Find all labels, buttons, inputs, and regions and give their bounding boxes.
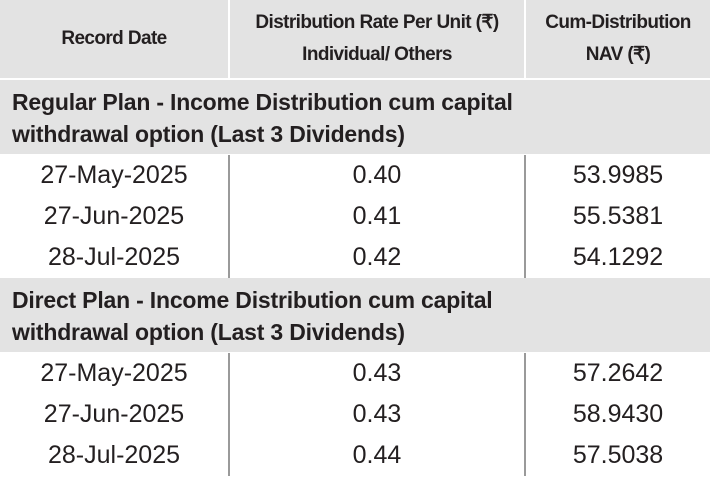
table-cell: 0.44 <box>352 441 402 469</box>
table-cell: 27-Jun-2025 <box>43 202 185 230</box>
table-cell: 27-Jun-2025 <box>43 400 185 428</box>
table-cell: 54.1292 <box>572 243 664 271</box>
table-cell: 0.42 <box>352 243 402 271</box>
column-divider <box>524 353 526 476</box>
table-cell: 57.2642 <box>572 359 664 387</box>
table-cell: 27-May-2025 <box>40 161 188 189</box>
section-title-line: Regular Plan - Income Distribution cum c… <box>12 89 513 115</box>
header-text: Record Date <box>61 28 167 49</box>
header-text: Individual/ Others <box>302 44 452 65</box>
table-cell: 0.43 <box>352 359 402 387</box>
column-divider <box>228 155 230 278</box>
table-cell: 53.9985 <box>572 161 664 189</box>
section-title-line: withdrawal option (Last 3 Dividends) <box>12 319 405 345</box>
table-cell: 0.40 <box>352 161 402 189</box>
column-divider <box>524 155 526 278</box>
header-text: Distribution Rate Per Unit (₹) <box>255 12 499 33</box>
table-cell: 57.5038 <box>572 441 664 469</box>
header-text: Cum-Distribution <box>545 12 691 33</box>
header-cell: Record Date <box>0 0 228 78</box>
header-text: NAV (₹) <box>585 44 651 65</box>
table-cell: 28-Jul-2025 <box>47 441 181 469</box>
table-cell: 0.43 <box>352 400 402 428</box>
header-cell: Distribution Rate Per Unit (₹) Individual… <box>230 0 524 78</box>
section-title: Direct Plan - Income Distribution cum ca… <box>0 278 710 352</box>
table-cell: 58.9430 <box>572 400 664 428</box>
section-title-line: Direct Plan - Income Distribution cum ca… <box>12 287 493 313</box>
column-divider <box>524 0 526 78</box>
table-cell: 27-May-2025 <box>40 359 188 387</box>
header-cell: Cum-Distribution NAV (₹) <box>526 0 710 78</box>
table-cell: 0.41 <box>352 202 402 230</box>
column-divider <box>228 353 230 476</box>
section-title-line: withdrawal option (Last 3 Dividends) <box>12 121 405 147</box>
section-title: Regular Plan - Income Distribution cum c… <box>0 80 710 154</box>
table-cell: 28-Jul-2025 <box>47 243 181 271</box>
table-cell: 55.5381 <box>572 202 664 230</box>
column-divider <box>228 0 230 78</box>
